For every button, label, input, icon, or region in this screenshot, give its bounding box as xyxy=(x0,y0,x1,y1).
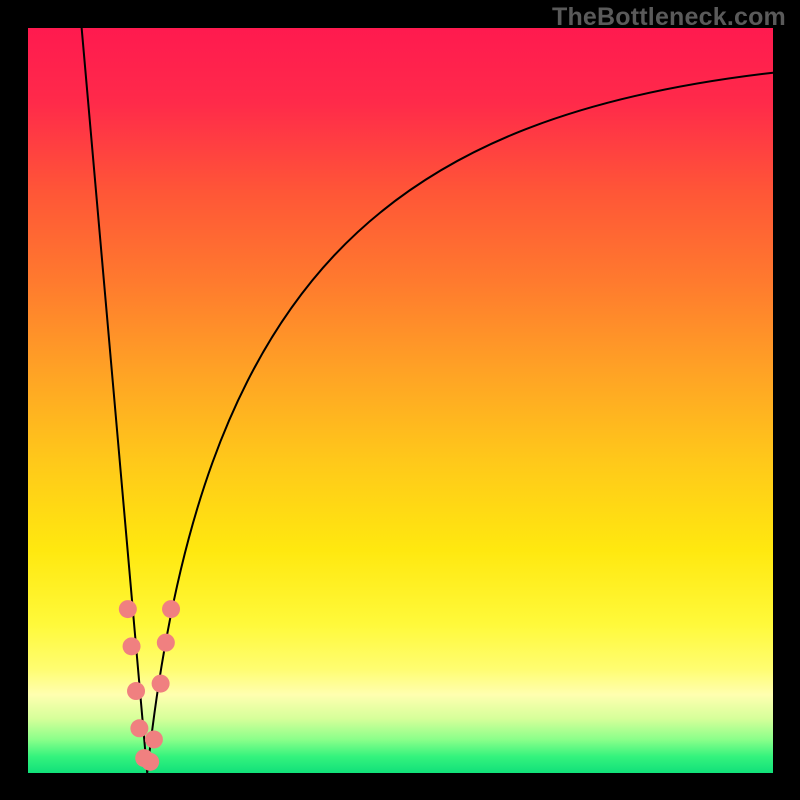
data-point xyxy=(130,719,148,737)
data-point xyxy=(162,600,180,618)
data-point xyxy=(127,682,145,700)
watermark-label: TheBottleneck.com xyxy=(552,3,786,32)
bottleneck-chart xyxy=(0,0,800,800)
plot-area xyxy=(28,28,773,773)
data-point xyxy=(145,730,163,748)
data-point xyxy=(123,637,141,655)
data-point xyxy=(157,634,175,652)
data-point xyxy=(119,600,137,618)
data-point xyxy=(152,675,170,693)
data-point xyxy=(141,753,159,771)
